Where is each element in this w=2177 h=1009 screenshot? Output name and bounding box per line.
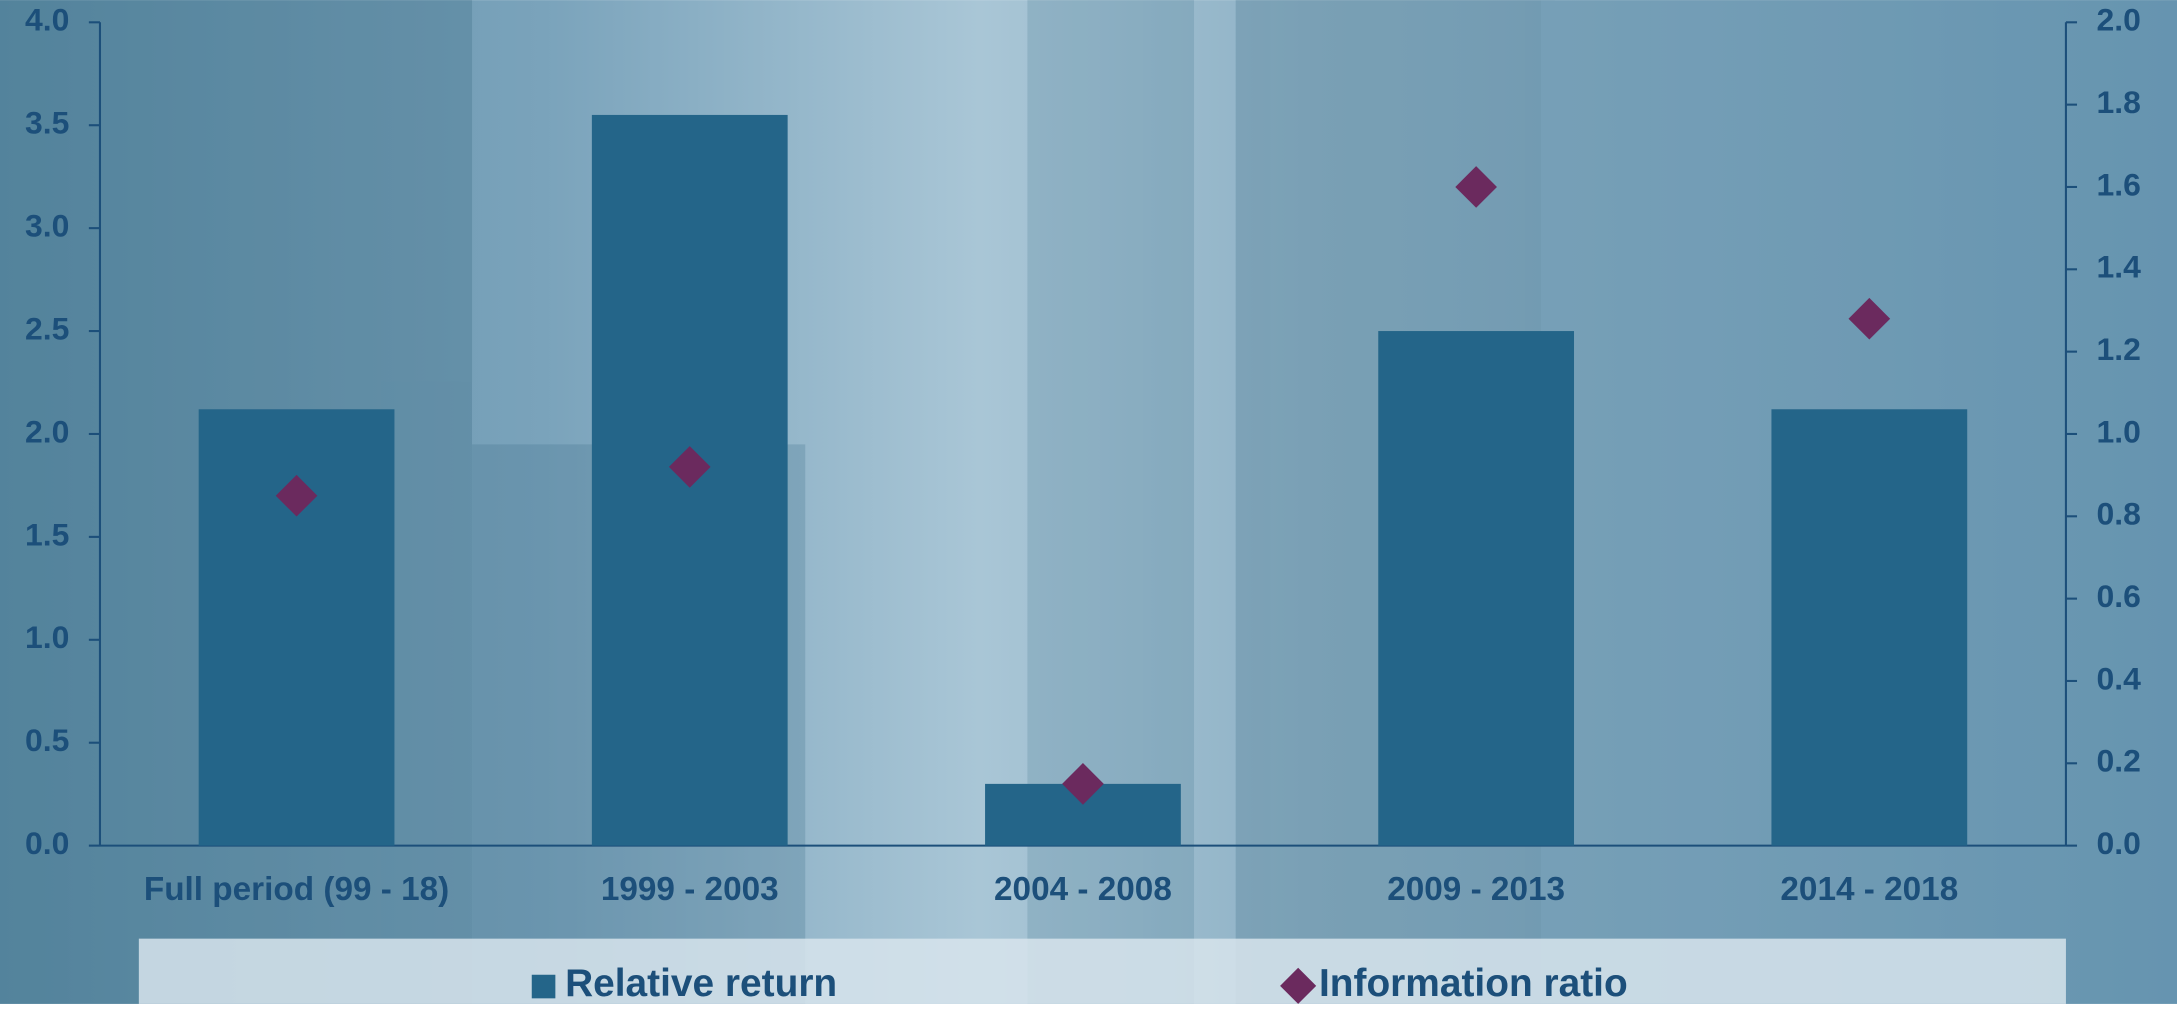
marker xyxy=(668,446,711,488)
x-tick-label: 1999 - 2003 xyxy=(601,871,779,908)
y2-tick-label: 0.6 xyxy=(2096,578,2140,614)
y-tick-label: 0.5 xyxy=(25,722,69,758)
y2-tick-label: 0.8 xyxy=(2096,496,2140,532)
marker xyxy=(1062,763,1104,805)
y-tick-label: 1.0 xyxy=(25,619,69,655)
y-tick-label: 3.0 xyxy=(25,208,69,244)
x-tick-label: 2004 - 2008 xyxy=(994,871,1172,908)
bar xyxy=(1378,331,1575,846)
x-tick-label: 2014 - 2018 xyxy=(1780,871,1958,908)
x-tick-label: Full period (99 - 18) xyxy=(144,871,449,908)
y-tick-label: 1.5 xyxy=(25,516,69,552)
y-tick-label: 4.0 xyxy=(25,2,69,38)
y-tick-label: 2.5 xyxy=(25,310,69,346)
legend-box xyxy=(138,938,2066,1004)
legend-swatch xyxy=(531,974,556,999)
y2-tick-label: 0.2 xyxy=(2096,743,2140,779)
marker xyxy=(1848,297,1891,340)
legend-label: Information ratio xyxy=(1319,962,1628,1004)
bar xyxy=(198,409,395,846)
y2-tick-label: 0.0 xyxy=(2096,825,2140,861)
y-tick-label: 2.0 xyxy=(25,413,69,449)
y2-tick-label: 1.2 xyxy=(2096,331,2140,367)
y-tick-label: 0.0 xyxy=(25,825,69,861)
y2-tick-label: 1.8 xyxy=(2096,84,2140,120)
y2-tick-label: 1.0 xyxy=(2096,413,2140,449)
y2-tick-label: 1.6 xyxy=(2096,166,2140,202)
marker xyxy=(1455,166,1497,208)
y-tick-label: 3.5 xyxy=(25,105,69,141)
legend-swatch xyxy=(1280,967,1317,1004)
legend-label: Relative return xyxy=(565,962,837,1004)
y2-tick-label: 0.4 xyxy=(2096,660,2141,696)
y2-tick-label: 1.4 xyxy=(2096,249,2141,285)
bar xyxy=(1771,409,1968,846)
x-tick-label: 2009 - 2013 xyxy=(1387,871,1565,908)
y2-tick-label: 2.0 xyxy=(2096,2,2140,38)
